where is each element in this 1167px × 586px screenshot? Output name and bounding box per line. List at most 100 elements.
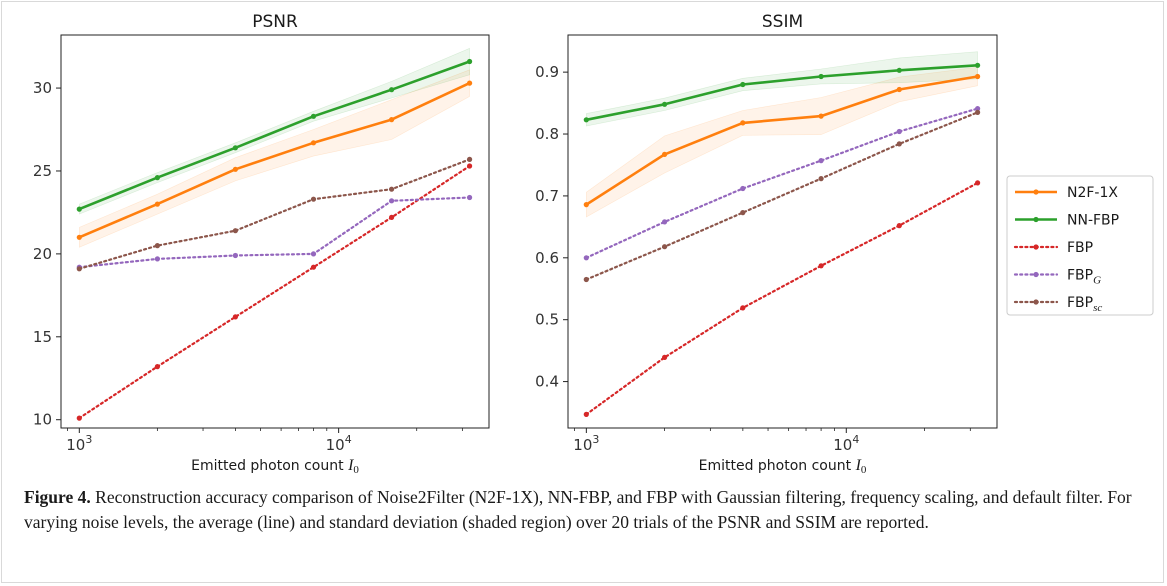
psnr-point-nn-fbp-1 [154, 175, 160, 181]
ssim-point-n2f-1x-4 [896, 86, 902, 93]
caption-text: Reconstruction accuracy comparison of No… [24, 487, 1132, 532]
ssim-point-nn-fbp-1 [662, 101, 668, 107]
legend-label-fbp-g: FBPG [1067, 268, 1101, 287]
ssim-point-fbp-g-5 [975, 106, 981, 112]
psnr-point-nn-fbp-0 [76, 206, 82, 212]
psnr-line-fbp-g [78, 196, 471, 269]
ssim-band-n2f-1x [585, 66, 978, 218]
ssim-line-fbp-g [585, 107, 979, 259]
ssim-line-nn-fbp [586, 64, 978, 122]
ssim-title: SSIM [762, 12, 803, 32]
ssim-line-fbp-sc [585, 111, 979, 281]
ssim-point-fbp-sc-1 [662, 244, 668, 250]
ssim-line-fbp [585, 181, 979, 416]
ssim-panel: SSIM 0.4 0.5 0.6 0.7 0.8 0.9 103 104 Emitted phot… [535, 12, 998, 476]
ssim-xlabel: Emitted photon count I0 [699, 457, 867, 476]
psnr-point-fbp-g-3 [310, 251, 317, 257]
ssim-point-n2f-1x-5 [975, 73, 981, 80]
ssim-point-fbp-g-0 [583, 255, 589, 261]
caption-label: Figure 4. [24, 487, 91, 507]
ssim-point-fbp-g-3 [818, 158, 824, 164]
legend-marker-n2f-1x [1033, 189, 1039, 195]
psnr-point-fbp-g-4 [389, 198, 395, 204]
legend-label-nn-fbp: NN-FBP [1067, 213, 1119, 229]
legend-marker-nn-fbp [1033, 216, 1039, 223]
ssim-point-nn-fbp-4 [896, 67, 902, 73]
ssim-point-fbp-0 [583, 411, 589, 417]
ssim-point-fbp-sc-4 [896, 141, 902, 147]
psnr-ytick-label: 25 [33, 162, 52, 180]
legend-marker-fbp [1033, 244, 1039, 250]
psnr-xlabel: Emitted photon count I0 [191, 457, 359, 476]
legend-label-n2f-1x: N2F-1X [1067, 185, 1118, 201]
psnr-point-fbp-3 [310, 264, 317, 270]
psnr-ytick-label: 20 [33, 245, 52, 263]
ssim-ytick-label: 0.9 [535, 63, 559, 81]
ssim-point-nn-fbp-0 [583, 117, 589, 123]
psnr-ytick-label: 10 [33, 411, 52, 429]
legend-marker-fbp-sc [1033, 299, 1039, 305]
ssim-point-fbp-g-4 [896, 128, 902, 135]
ssim-xtick-label: 104 [833, 433, 859, 454]
ssim-point-nn-fbp-5 [975, 62, 981, 68]
ssim-ytick-label: 0.4 [535, 373, 559, 391]
psnr-point-nn-fbp-4 [389, 87, 395, 93]
psnr-point-nn-fbp-3 [310, 113, 317, 119]
psnr-point-fbp-5 [467, 163, 473, 169]
psnr-point-n2f-1x-1 [154, 201, 160, 207]
ssim-point-fbp-sc-5 [975, 109, 981, 115]
psnr-band-n2f-1x [79, 69, 470, 248]
ssim-point-fbp-4 [896, 223, 902, 229]
psnr-point-fbp-g-5 [467, 194, 473, 201]
psnr-point-fbp-1 [154, 364, 160, 370]
psnr-ytick-label: 15 [33, 328, 52, 346]
psnr-point-fbp-sc-4 [389, 186, 395, 192]
ssim-ytick-label: 0.6 [535, 249, 559, 267]
psnr-point-nn-fbp-2 [232, 145, 238, 151]
psnr-panel: PSNR 10 15 20 25 30 103 104 Emitted photon count… [33, 12, 490, 476]
ssim-ytick-label: 0.7 [535, 187, 559, 205]
legend-label-fbp: FBP [1067, 240, 1093, 256]
psnr-ytick-label: 30 [33, 79, 52, 97]
psnr-point-n2f-1x-3 [310, 140, 317, 146]
psnr-xtick-label: 103 [66, 433, 92, 454]
ssim-xtick-label: 103 [573, 433, 599, 454]
psnr-point-fbp-g-1 [154, 256, 160, 262]
ssim-point-fbp-1 [662, 354, 668, 360]
psnr-point-fbp-sc-3 [310, 196, 317, 202]
psnr-point-fbp-sc-5 [467, 156, 473, 162]
ssim-axes-frame [567, 34, 998, 429]
ssim-point-fbp-sc-2 [740, 210, 746, 216]
ssim-point-fbp-g-1 [662, 219, 668, 225]
ssim-line-n2f-1x [585, 75, 978, 206]
psnr-point-n2f-1x-4 [389, 117, 395, 123]
psnr-point-fbp-sc-2 [232, 228, 238, 234]
psnr-axes-frame [60, 34, 490, 429]
ssim-point-n2f-1x-1 [662, 151, 668, 157]
psnr-point-fbp-0 [76, 415, 82, 421]
ssim-point-n2f-1x-0 [583, 202, 589, 208]
ssim-point-fbp-3 [818, 263, 824, 269]
psnr-line-nn-fbp [78, 60, 471, 211]
ssim-point-n2f-1x-2 [740, 120, 746, 126]
psnr-point-fbp-2 [232, 314, 238, 320]
ssim-point-nn-fbp-3 [818, 73, 824, 80]
psnr-point-n2f-1x-5 [467, 80, 473, 86]
psnr-point-fbp-g-2 [232, 252, 238, 259]
psnr-point-fbp-4 [389, 214, 395, 220]
psnr-point-n2f-1x-2 [232, 166, 238, 172]
ssim-point-fbp-5 [975, 180, 981, 186]
psnr-line-fbp [78, 164, 471, 420]
ssim-point-fbp-g-2 [740, 185, 746, 192]
ssim-ytick-label: 0.8 [535, 125, 559, 143]
legend-marker-fbp-g [1033, 271, 1039, 278]
psnr-point-n2f-1x-0 [76, 234, 82, 240]
ssim-point-n2f-1x-3 [818, 113, 824, 119]
psnr-point-fbp-sc-1 [154, 243, 160, 249]
ssim-point-fbp-sc-3 [818, 176, 824, 182]
ssim-point-fbp-2 [740, 305, 746, 311]
ssim-point-nn-fbp-2 [740, 81, 746, 88]
ssim-ytick-label: 0.5 [535, 311, 559, 329]
